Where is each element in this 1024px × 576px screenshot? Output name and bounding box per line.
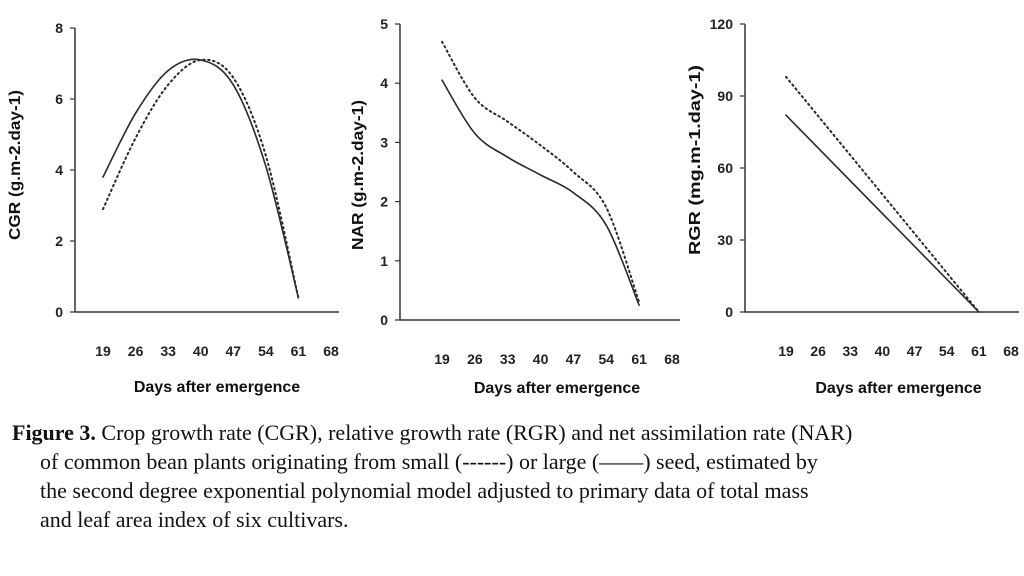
- x-tick-label: 68: [1003, 343, 1019, 359]
- nar-chart: 0 1 2 3 4 5 19 26 33 40 47 54 61 68 Days after emergen…: [350, 16, 680, 397]
- x-tick-label: 47: [225, 343, 241, 359]
- x-tick-label: 47: [907, 343, 923, 359]
- x-tick-label: 19: [95, 343, 111, 359]
- x-tick-label: 54: [258, 343, 274, 359]
- y-tick-label: 120: [710, 16, 734, 32]
- x-axis-label: Days after emergence: [474, 380, 640, 397]
- caption-line-3: the second degree exponential polynomial…: [40, 478, 809, 503]
- figure-caption: Figure 3. Crop growth rate (CGR), relati…: [12, 418, 1017, 534]
- series-line-large-seed: [102, 58, 300, 299]
- y-tick-label: 4: [55, 162, 63, 178]
- y-axis-label: CGR (g.m-2.day-1): [7, 90, 24, 240]
- x-tick-label: 33: [842, 343, 858, 359]
- caption-line-2: of common bean plants originating from s…: [40, 449, 818, 474]
- x-tick-label: 40: [193, 343, 209, 359]
- y-axis-label: NAR (g.m-2.day-1): [350, 100, 367, 250]
- x-tick-label: 54: [598, 351, 614, 367]
- y-tick-label: 0: [55, 304, 63, 320]
- y-tick-label: 8: [55, 20, 63, 36]
- series-line-large-seed: [441, 79, 640, 306]
- series-line-small-seed: [785, 75, 980, 313]
- y-tick-label: 90: [717, 88, 733, 104]
- x-tick-label: 33: [160, 343, 176, 359]
- x-tick-label: 26: [467, 351, 483, 367]
- caption-label: Figure 3.: [12, 420, 96, 445]
- x-tick-label: 47: [566, 351, 582, 367]
- y-tick-label: 3: [380, 134, 388, 150]
- caption-line-4: and leaf area index of six cultivars.: [40, 507, 349, 532]
- x-tick-label: 26: [810, 343, 826, 359]
- rgr-chart: 0 30 60 90 120 19 26 33 40 47 54 61 68 Days after eme…: [687, 16, 1019, 397]
- x-tick-label: 33: [500, 351, 516, 367]
- series-line-small-seed: [441, 40, 641, 304]
- caption-line-1: Figure 3. Crop growth rate (CGR), relati…: [12, 420, 853, 445]
- y-tick-label: 2: [380, 194, 388, 210]
- y-tick-label: 1: [380, 253, 388, 269]
- x-tick-label: 68: [664, 351, 680, 367]
- x-axis-label: Days after emergence: [815, 380, 981, 397]
- x-tick-label: 61: [631, 351, 647, 367]
- x-tick-label: 40: [533, 351, 549, 367]
- series-line-small-seed: [102, 58, 300, 299]
- x-tick-label: 26: [128, 343, 144, 359]
- x-axis-label: Days after emergence: [134, 379, 300, 396]
- x-tick-label: 61: [971, 343, 987, 359]
- x-tick-label: 19: [434, 351, 450, 367]
- y-tick-label: 6: [55, 91, 63, 107]
- x-tick-label: 40: [875, 343, 891, 359]
- y-tick-label: 60: [717, 160, 733, 176]
- y-tick-label: 0: [380, 312, 388, 328]
- series-line-large-seed: [785, 114, 980, 313]
- y-tick-label: 0: [725, 304, 733, 320]
- y-axis-label: RGR (mg.m-1.day-1): [687, 65, 704, 255]
- x-tick-label: 68: [323, 343, 339, 359]
- y-tick-label: 5: [380, 16, 388, 32]
- x-tick-label: 19: [778, 343, 794, 359]
- x-tick-label: 54: [939, 343, 955, 359]
- y-tick-label: 4: [380, 75, 388, 91]
- y-tick-label: 30: [717, 232, 733, 248]
- y-tick-label: 2: [55, 233, 63, 249]
- x-tick-label: 61: [291, 343, 307, 359]
